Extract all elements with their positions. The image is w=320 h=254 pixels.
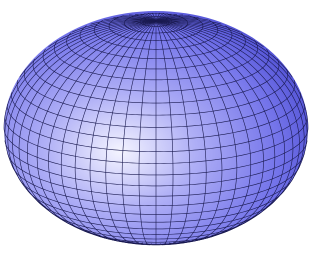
page: (() => { const data = JSON.parse(documen… xyxy=(0,0,312,254)
ellipsoid-render xyxy=(0,0,312,254)
